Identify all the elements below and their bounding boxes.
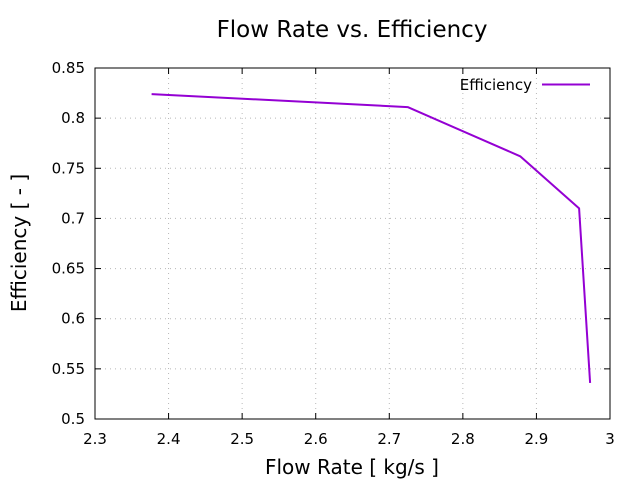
x-tick-label: 2.4 [157, 430, 181, 448]
y-tick-label: 0.8 [61, 109, 85, 127]
y-tick-label: 0.6 [61, 310, 85, 328]
grid [95, 68, 610, 419]
y-tick-label: 0.85 [52, 59, 85, 77]
legend-label-efficiency: Efficiency [460, 76, 532, 94]
x-tick-label: 2.7 [377, 430, 401, 448]
y-axis-label: Efficiency [ - ] [7, 174, 31, 312]
y-tick-label: 0.7 [61, 209, 85, 227]
x-tick-label: 2.9 [524, 430, 548, 448]
series-line-efficiency [151, 93, 592, 383]
y-tick-label: 0.65 [52, 260, 85, 278]
x-tick-label: 2.5 [230, 430, 254, 448]
y-tick-label: 0.55 [52, 360, 85, 378]
series-layer [151, 93, 592, 383]
x-axis-label: Flow Rate [ kg/s ] [265, 455, 439, 479]
axis-ticks [94, 67, 611, 420]
chart-title: Flow Rate vs. Efficiency [217, 17, 488, 43]
plot-frame [94, 67, 611, 420]
y-tick-label: 0.5 [61, 410, 85, 428]
y-tick-label: 0.75 [52, 159, 85, 177]
x-tick-label: 3 [605, 430, 615, 448]
x-tick-label: 2.6 [304, 430, 328, 448]
x-tick-label: 2.3 [83, 430, 107, 448]
legend: Efficiency [460, 76, 590, 94]
x-tick-label: 2.8 [451, 430, 475, 448]
